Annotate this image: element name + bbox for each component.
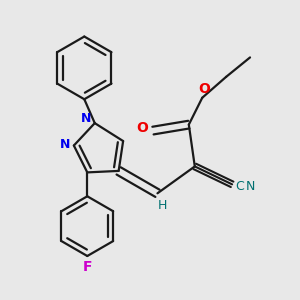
Text: C: C xyxy=(235,180,244,193)
Text: H: H xyxy=(157,199,167,212)
Text: O: O xyxy=(199,82,211,96)
Text: N: N xyxy=(60,137,71,151)
Text: F: F xyxy=(82,260,92,274)
Text: N: N xyxy=(81,112,92,125)
Text: O: O xyxy=(136,121,148,135)
Text: N: N xyxy=(246,180,255,193)
